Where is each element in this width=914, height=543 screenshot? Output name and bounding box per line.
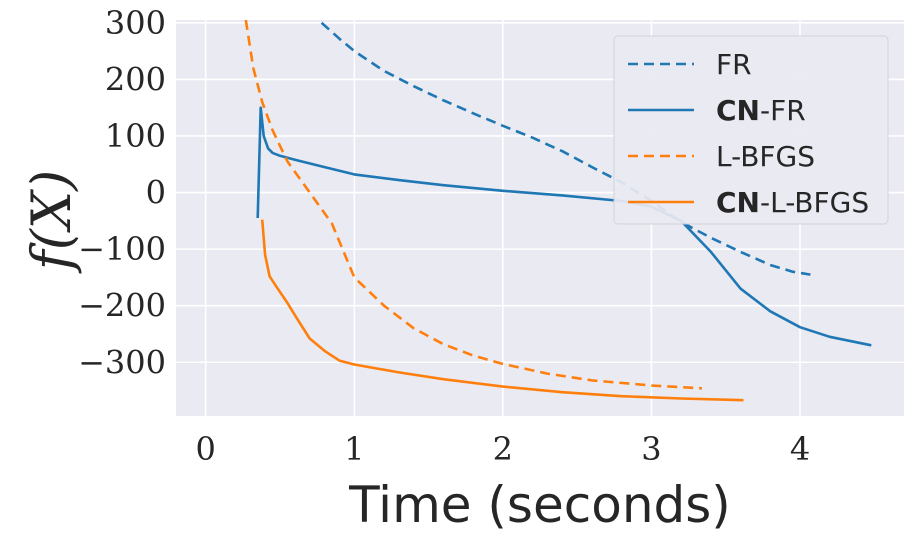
y-tick-label: −200 [78, 287, 166, 325]
y-tick-label: 100 [105, 117, 166, 155]
x-tick-label: 4 [790, 430, 810, 468]
legend-label-l-bfgs: L-BFGS [716, 140, 815, 173]
y-axis-title: f(X) [20, 170, 83, 275]
x-tick-label: 2 [493, 430, 513, 468]
legend-box [613, 35, 889, 225]
series-line-cn-l-bfgs [260, 219, 744, 402]
x-axis-title: Time (seconds) [348, 476, 731, 534]
y-tick-label: 300 [105, 4, 166, 42]
x-ticks: 0 1 2 3 4 [196, 430, 811, 468]
y-ticks: 300 200 100 0 −100 −200 −300 [78, 4, 166, 381]
x-tick-label: 3 [641, 430, 661, 468]
legend-label-cn-fr: CN-FR [716, 94, 806, 127]
x-tick-label: 0 [196, 430, 216, 468]
y-tick-label: 0 [146, 174, 166, 212]
legend: FR CN-FR L-BFGS CN-L-BFGS [613, 35, 889, 225]
series-line-cn-fr [256, 106, 872, 347]
y-tick-label: −300 [78, 343, 166, 381]
series-lines [244, 20, 872, 402]
legend-label-fr: FR [716, 48, 752, 81]
y-tick-label: 200 [105, 60, 166, 98]
legend-label-cn-l-bfgs: CN-L-BFGS [716, 186, 869, 219]
series-line-fr [320, 21, 811, 276]
legend-items: FR CN-FR L-BFGS CN-L-BFGS [628, 48, 869, 219]
x-tick-label: 1 [344, 430, 364, 468]
y-tick-label: −100 [78, 230, 166, 268]
series-line-l-bfgs [244, 20, 702, 390]
